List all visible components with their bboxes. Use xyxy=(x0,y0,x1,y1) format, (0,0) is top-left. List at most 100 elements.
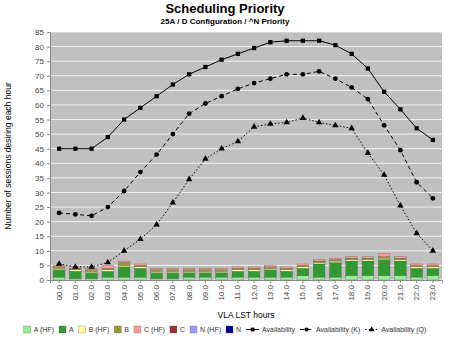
marker xyxy=(332,122,338,128)
tick-mark xyxy=(47,149,50,150)
marker xyxy=(284,72,289,77)
tick-label: 03.0 xyxy=(103,284,112,300)
grid xyxy=(50,32,442,280)
bar-series xyxy=(53,254,438,270)
bar xyxy=(167,268,179,269)
bar xyxy=(183,268,195,269)
bar xyxy=(330,258,342,259)
bar xyxy=(427,263,439,264)
tick-label: 00.0 xyxy=(55,284,64,300)
bar xyxy=(411,277,423,280)
bar xyxy=(297,263,309,264)
marker xyxy=(137,235,143,241)
bar xyxy=(346,258,358,259)
bar xyxy=(297,265,309,266)
bar xyxy=(135,277,147,280)
bar xyxy=(378,253,390,254)
marker xyxy=(252,46,256,50)
marker xyxy=(186,176,192,182)
bar xyxy=(232,266,244,267)
legend-label: Availability (Q) xyxy=(381,326,426,334)
tick-mark xyxy=(237,280,238,283)
tick-mark xyxy=(47,134,50,135)
marker xyxy=(317,69,322,74)
tick-label: 85 xyxy=(35,28,44,37)
bar xyxy=(265,265,277,266)
bar xyxy=(86,270,98,271)
tick-mark xyxy=(47,32,50,33)
marker xyxy=(415,126,419,130)
bar xyxy=(362,257,374,258)
marker xyxy=(171,82,175,86)
tick-mark xyxy=(400,280,401,283)
tick: 19.0 xyxy=(363,280,372,301)
bar xyxy=(151,268,163,269)
tick: 01.0 xyxy=(71,280,80,301)
bar xyxy=(265,270,277,277)
tick-label: 80 xyxy=(35,43,44,52)
marker xyxy=(382,90,386,94)
marker xyxy=(73,212,78,217)
legend-item: N xyxy=(226,326,241,333)
marker xyxy=(236,52,240,56)
bar xyxy=(281,268,293,269)
marker xyxy=(122,189,127,194)
grid-line xyxy=(50,61,442,62)
tick-label: 75 xyxy=(35,57,44,66)
marker xyxy=(105,205,110,210)
bar xyxy=(362,258,374,259)
tick-mark xyxy=(254,280,255,283)
tick-mark xyxy=(319,280,320,283)
tick-mark xyxy=(156,280,157,283)
bar xyxy=(362,276,374,280)
tick-mark xyxy=(47,61,50,62)
tick-mark xyxy=(47,222,50,223)
bar xyxy=(70,271,82,278)
tick: 23.0 xyxy=(428,280,437,301)
marker xyxy=(203,65,207,69)
tick: 65 xyxy=(35,86,50,95)
tick-label: 60 xyxy=(35,101,44,110)
tick-label: 08.0 xyxy=(185,284,194,300)
tick-mark xyxy=(286,280,287,283)
grid-line xyxy=(50,46,442,47)
legend-swatch xyxy=(59,326,66,333)
marker xyxy=(88,263,94,269)
bar xyxy=(102,265,114,268)
bar xyxy=(151,268,163,269)
tick-label: 10.0 xyxy=(217,284,226,300)
tick-label: 15 xyxy=(35,232,44,241)
bar xyxy=(281,266,293,267)
bar xyxy=(200,273,212,277)
bar xyxy=(232,266,244,267)
marker xyxy=(218,145,224,151)
bar xyxy=(118,261,130,262)
tick-label: 30 xyxy=(35,189,44,198)
tick-label: 25 xyxy=(35,203,44,212)
bar xyxy=(297,263,309,264)
tick: 02.0 xyxy=(87,280,96,301)
tick: 80 xyxy=(35,43,50,52)
bar xyxy=(378,254,390,257)
marker xyxy=(382,123,387,128)
grid-line xyxy=(50,250,442,251)
bar xyxy=(330,258,342,259)
marker xyxy=(57,211,62,216)
tick-mark xyxy=(47,178,50,179)
bar xyxy=(281,266,293,267)
marker xyxy=(316,119,322,125)
bar xyxy=(200,268,212,269)
bar-series xyxy=(53,260,438,279)
bar xyxy=(313,259,325,260)
marker xyxy=(202,155,208,161)
tick: 11.0 xyxy=(233,280,242,300)
marker xyxy=(219,94,224,99)
bar xyxy=(427,263,439,264)
legend-label: N (HF) xyxy=(200,326,221,334)
bar xyxy=(167,273,179,279)
bar xyxy=(330,258,342,259)
bar xyxy=(248,267,260,268)
plot-area xyxy=(53,39,438,280)
bar xyxy=(411,264,423,265)
bar xyxy=(151,271,163,272)
